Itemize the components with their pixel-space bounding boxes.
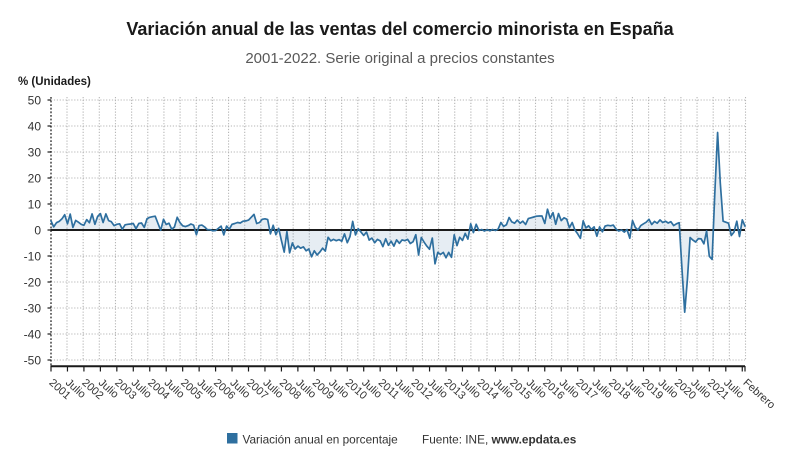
svg-text:2001-2022. Serie original a pr: 2001-2022. Serie original a precios cons… (245, 50, 554, 67)
svg-text:-10: -10 (24, 250, 42, 264)
svg-text:Fuente: INE, www.epdata.es: Fuente: INE, www.epdata.es (422, 433, 577, 447)
svg-text:-50: -50 (24, 354, 42, 368)
svg-text:-30: -30 (24, 302, 42, 316)
svg-text:10: 10 (28, 198, 42, 212)
svg-text:40: 40 (28, 120, 42, 134)
svg-text:50: 50 (28, 94, 42, 108)
svg-text:% (Unidades): % (Unidades) (18, 76, 91, 88)
svg-text:0: 0 (34, 224, 41, 238)
svg-text:Variación anual en porcentaje: Variación anual en porcentaje (243, 433, 399, 447)
svg-text:Variación anual de las ventas: Variación anual de las ventas del comerc… (126, 19, 674, 39)
svg-text:20: 20 (28, 172, 42, 186)
svg-text:30: 30 (28, 146, 42, 160)
svg-text:-40: -40 (24, 328, 42, 342)
svg-text:-20: -20 (24, 276, 42, 290)
